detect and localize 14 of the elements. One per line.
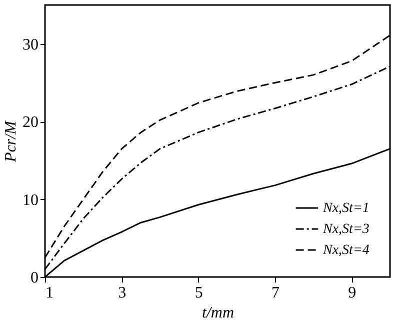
x-tick-label: 9 [348,284,356,302]
y-tick-label: 0 [30,270,38,286]
x-tick-label: 1 [46,284,54,302]
x-axis-title: t/mm [202,304,234,322]
y-axis-title: Pcr/M [2,119,20,163]
legend-label: Nx,St=3 [322,222,370,237]
x-tick-label: 7 [272,284,280,302]
x-tick-label: 3 [118,284,126,302]
legend-label: Nx,St=1 [322,201,370,216]
y-tick-label: 20 [22,114,38,132]
legend-label: Nx,St=4 [322,243,370,258]
y-tick-label: 30 [22,36,38,54]
x-tick-label: 5 [194,284,203,302]
y-tick-label: 10 [22,192,38,209]
